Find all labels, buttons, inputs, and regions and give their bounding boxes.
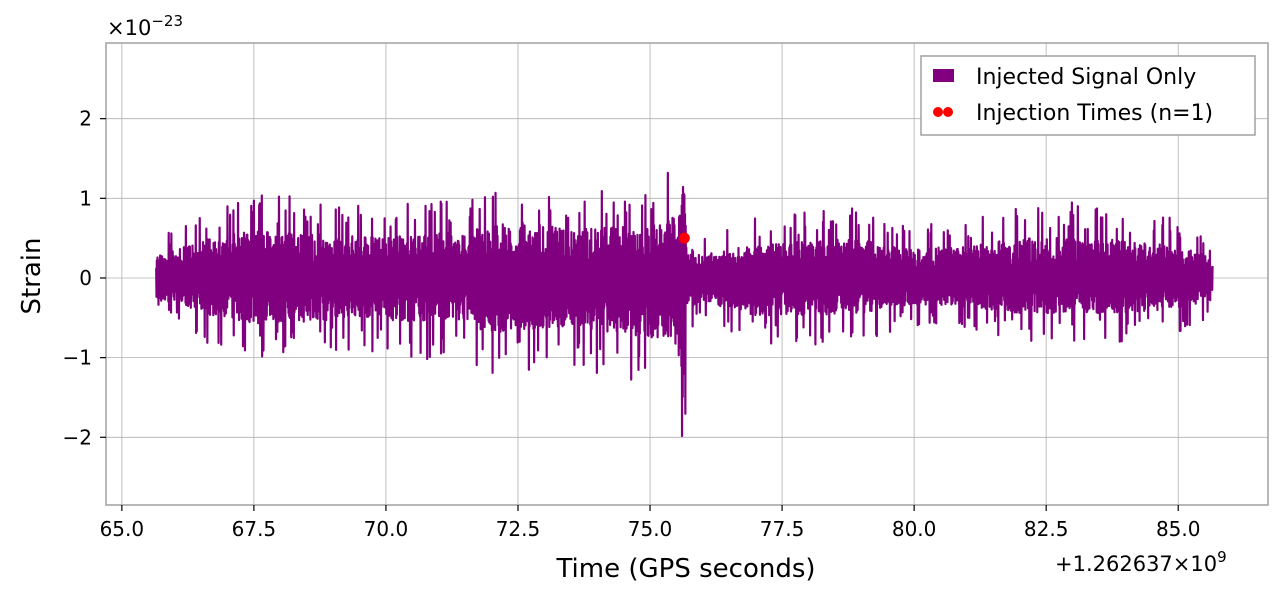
x-tick-label: 70.0	[364, 517, 409, 541]
x-tick-label: 65.0	[100, 517, 145, 541]
axis-ticks: 65.0 67.5 70.0 72.5 75.0 77.5 80.0 82.5 85.0 −2 −1…	[63, 107, 1201, 541]
y-tick-label: 1	[79, 186, 92, 210]
strain-series-line	[155, 171, 1214, 438]
x-axis-title: Time (GPS seconds)	[555, 554, 815, 584]
legend-marker-injection-times	[943, 107, 953, 117]
x-tick-label: 67.5	[232, 517, 277, 541]
y-tick-label: −1	[63, 346, 92, 370]
plot-data	[155, 171, 1214, 438]
legend: Injected Signal Only Injection Times (n=…	[920, 55, 1256, 136]
legend-label-injection-times: Injection Times (n=1)	[976, 101, 1213, 126]
legend-swatch-injected-signal	[933, 69, 954, 82]
y-tick-label: 2	[79, 107, 92, 131]
x-tick-label: 85.0	[1156, 517, 1201, 541]
legend-box	[920, 55, 1256, 136]
x-tick-label: 80.0	[892, 517, 937, 541]
x-tick-label: 72.5	[496, 517, 541, 541]
x-tick-label: 75.0	[628, 517, 673, 541]
plot-frame	[105, 42, 1269, 506]
y-scale-label: ×10−23	[107, 12, 183, 40]
legend-marker-injection-times	[933, 107, 943, 117]
x-tick-label: 82.5	[1024, 517, 1069, 541]
y-axis-title: Strain	[17, 237, 47, 314]
injection-time-point	[678, 232, 690, 244]
y-tick-label: 0	[79, 266, 92, 290]
x-offset-label: +1.262637×109	[1055, 548, 1227, 576]
x-tick-label: 77.5	[760, 517, 805, 541]
legend-label-injected-signal: Injected Signal Only	[976, 65, 1196, 90]
y-tick-label: −2	[63, 425, 92, 449]
